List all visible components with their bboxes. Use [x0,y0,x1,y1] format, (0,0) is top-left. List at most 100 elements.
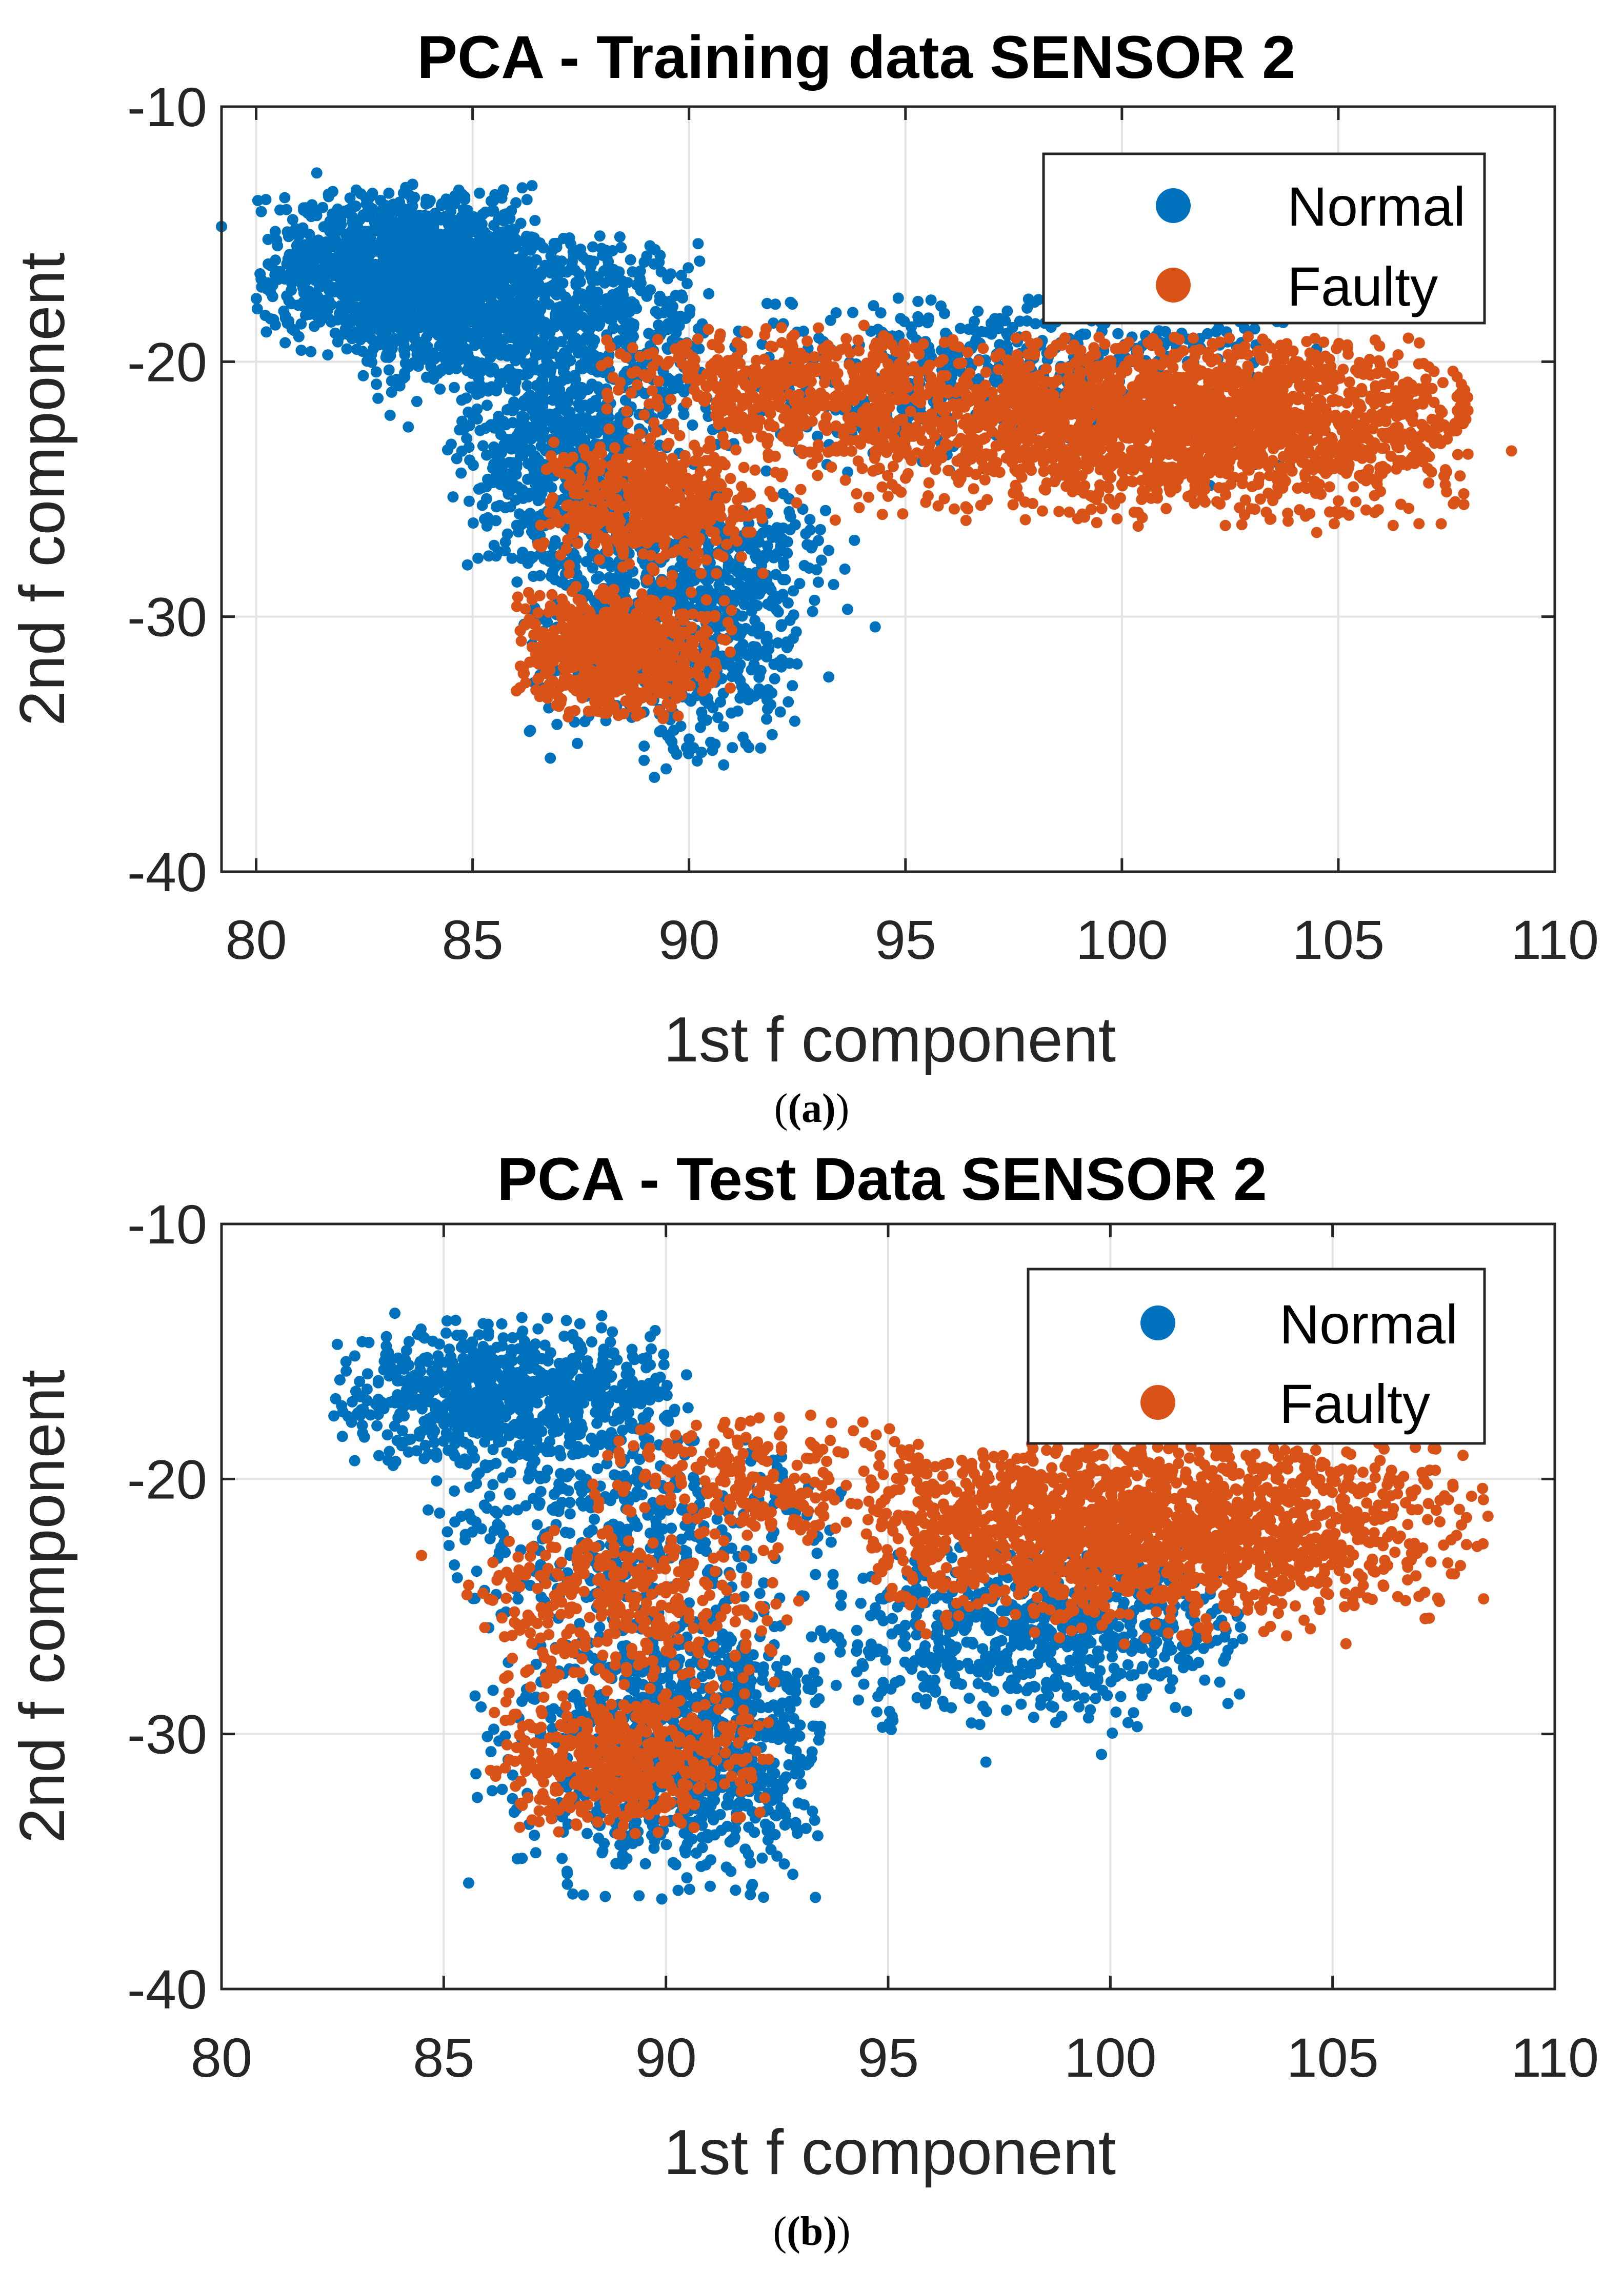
data-point [486,206,497,217]
data-point [466,311,477,322]
data-point [842,604,853,615]
data-point [420,194,432,205]
data-point [805,525,816,536]
data-point [393,226,405,237]
data-point [551,719,563,730]
data-point [582,423,593,434]
data-point [360,331,371,342]
data-point [456,446,468,457]
data-point [1021,303,1033,314]
data-point [607,289,618,300]
data-point [431,302,443,313]
data-point [324,226,335,237]
data-point [324,242,335,253]
data-point [813,535,824,546]
data-point [570,380,582,392]
data-point [547,340,558,351]
data-point [538,426,550,437]
data-point [491,384,502,395]
data-point [740,738,751,750]
data-point [305,249,316,260]
data-point [440,337,452,348]
data-point [507,553,518,564]
data-point [694,255,705,267]
data-point [678,563,689,574]
data-point [393,287,404,298]
data-point [252,195,264,206]
data-point [524,726,535,737]
data-point [579,716,591,727]
data-point [482,399,493,411]
data-point [742,650,753,661]
data-point [791,658,803,670]
data-point [558,441,570,453]
data-point [782,640,793,651]
data-point [290,225,302,236]
data-point [955,323,966,334]
data-point [390,320,401,331]
data-point [577,363,588,374]
data-point [558,350,569,361]
data-point [530,479,541,490]
data-point [445,282,456,293]
data-point [371,366,382,377]
data-point [501,483,512,494]
data-point [628,322,639,333]
data-point [409,329,420,340]
data-point [513,350,525,361]
data-point [570,279,582,291]
data-point [755,648,767,659]
data-point [770,298,781,310]
data-point [464,454,475,466]
data-point [449,190,460,202]
data-point [342,329,353,340]
data-point [509,385,520,396]
data-point [581,413,592,424]
data-point [791,626,802,637]
data-point [499,502,511,513]
data-point [545,753,556,764]
data-point [485,345,496,356]
data-point [366,356,377,368]
data-point [516,446,528,457]
data-point [345,287,356,298]
data-point [359,309,370,320]
data-point [784,506,795,517]
data-point [627,266,638,277]
data-point [732,664,744,675]
data-point [807,606,818,617]
data-point [573,344,584,355]
data-point [267,291,278,302]
data-point [534,570,546,581]
data-point [399,349,411,360]
data-point [949,504,960,515]
data-point [809,595,820,606]
data-point [448,224,459,235]
data-point [761,713,772,725]
data-point [503,284,514,295]
data-point [472,413,483,425]
data-point [400,182,411,193]
data-point [609,265,620,276]
data-point [994,313,1006,325]
data-point [1454,470,1466,481]
data-point [614,231,626,243]
data-point [524,286,535,297]
data-point [295,345,307,356]
data-point [383,352,394,363]
data-point [815,524,826,535]
data-point [280,313,291,324]
data-point [935,300,947,312]
data-point [388,298,399,310]
data-point [446,357,457,368]
data-point [665,268,676,279]
data-point [524,264,535,275]
data-point [485,316,496,327]
data-point [270,226,281,237]
data-point [403,421,414,433]
data-point [828,579,839,590]
chart-title-a: PCA - Training data SENSOR 2 [417,24,1295,91]
data-point [563,372,574,383]
data-point [776,619,787,631]
data-point [671,327,682,338]
